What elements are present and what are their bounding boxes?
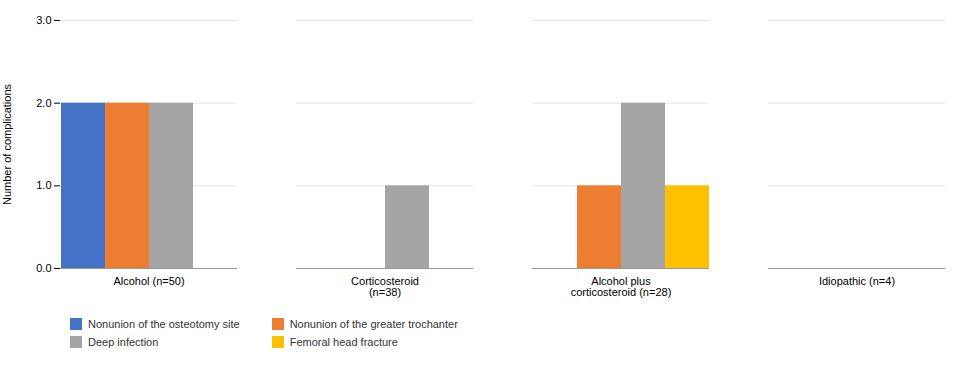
svg-text:Alcohol (n=50): Alcohol (n=50) — [113, 275, 184, 287]
svg-text:Number of complications: Number of complications — [1, 83, 13, 205]
html-text:Nonunion of the greater trocha: Nonunion of the greater trochanter — [289, 318, 458, 330]
svg-text:2.0: 2.0 — [36, 97, 51, 109]
svg-text:3.0: 3.0 — [36, 14, 51, 26]
svg-text:0.0: 0.0 — [36, 262, 51, 274]
html-text:Nonunion of the osteotomy site: Nonunion of the osteotomy site — [88, 318, 240, 330]
html-text:Femoral head fracture: Femoral head fracture — [289, 336, 398, 348]
html-text:Deep infection: Deep infection — [88, 336, 159, 348]
svg-text:Idiopathic (n=4): Idiopathic (n=4) — [819, 275, 895, 287]
svg-text:Alcohol pluscorticosteroid (n=: Alcohol pluscorticosteroid (n=28) — [571, 275, 672, 298]
svg-text:Corticosteroid(n=38): Corticosteroid(n=38) — [351, 275, 419, 298]
svg-text:1.0: 1.0 — [36, 179, 51, 191]
